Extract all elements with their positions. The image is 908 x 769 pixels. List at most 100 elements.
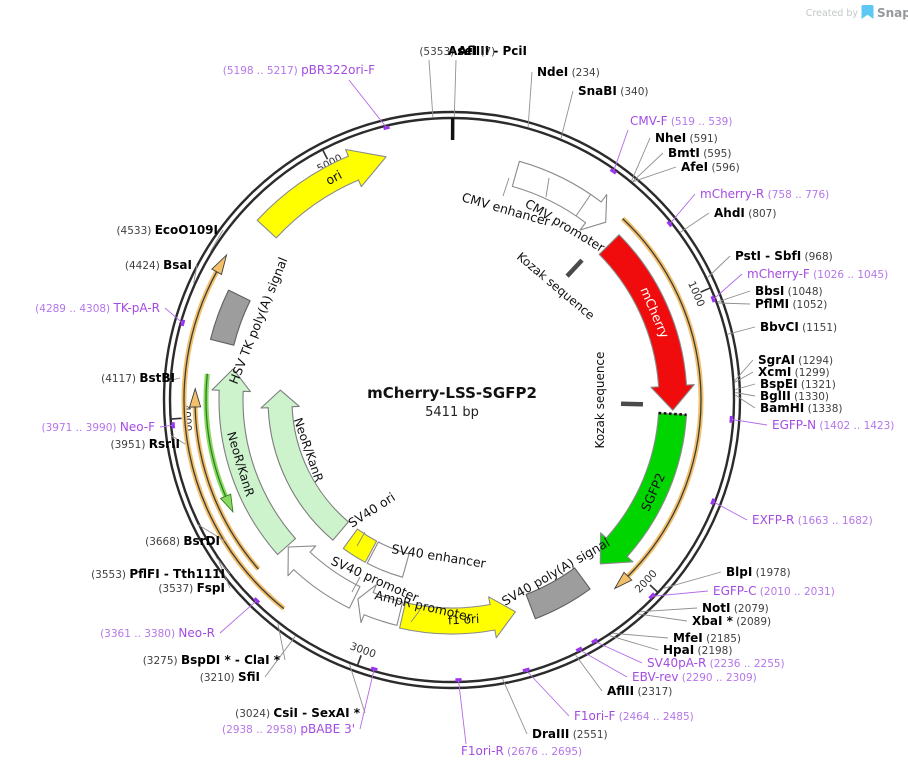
primer-label[interactable]: (3361 .. 3380) Neo-R [100,626,215,640]
enzyme-label[interactable]: NdeI (234) [537,65,600,79]
primer-label-leader [458,680,467,745]
watermark-brand: SnapGene [877,6,908,20]
primer-label[interactable]: F1ori-F (2464 .. 2485) [574,709,694,723]
feature-SV40-enhancer[interactable] [366,541,410,578]
enzyme-label[interactable]: DraIII (2551) [532,727,608,741]
feature-SV40-promoter[interactable] [287,545,361,609]
enzyme-label[interactable]: (4117) BstBI [101,371,175,385]
feature-SGFP2[interactable] [599,412,688,565]
primer-mark[interactable] [710,295,716,303]
feature-NeoR-KanR[interactable] [211,368,297,556]
feature-label[interactable]: SV40 ori [345,489,397,530]
enzyme-label[interactable]: SnaBI (340) [578,84,648,98]
primer-label[interactable]: EGFP-C (2010 .. 2031) [713,584,835,598]
feature-label[interactable]: Kozak sequence [514,250,597,323]
enzyme-label[interactable]: AhdI (807) [714,206,776,220]
primer-mark[interactable] [591,637,599,645]
primer-mark[interactable] [609,167,618,175]
primer-mark[interactable] [383,125,390,131]
enzyme-label[interactable]: MfeI (2185) [673,631,741,645]
primer-mark[interactable] [648,592,656,600]
primer-label[interactable]: F1ori-R (2676 .. 2695) [461,744,582,758]
feature-NeoR-KanR-inner[interactable] [260,389,349,541]
primer-mark[interactable] [171,422,176,429]
feature-label-leader [502,177,510,197]
enzyme-label-leader [707,255,731,278]
primer-label-leader [713,501,748,521]
enzyme-label[interactable]: (3275) BspDI * - ClaI * [143,653,281,667]
enzyme-label[interactable]: (3024) CsiI - SexAI * [235,706,361,720]
enzyme-label[interactable]: (3668) BsrDI [145,534,220,548]
primer-label[interactable]: SV40pA-R (2236 .. 2255) [647,656,785,670]
enzyme-label[interactable]: AfeI (596) [681,160,740,174]
primer-label[interactable]: EGFP-N (1402 .. 1423) [772,418,894,432]
feature-HSV-TK-polyA-signal[interactable] [209,289,251,346]
enzyme-label[interactable]: NotI (2079) [702,601,769,615]
feature-label[interactable]: Kozak sequence [593,352,607,449]
enzyme-label[interactable]: AflII (2317) [607,684,672,698]
feature-SV40-ori[interactable] [342,528,378,563]
primer-mark[interactable] [180,319,186,327]
enzyme-label[interactable]: BlpI (1978) [726,565,791,579]
feature-mCherry[interactable] [598,234,695,411]
feature-kozak-sequence-1 [565,258,584,278]
enzyme-label[interactable]: (3537) FspI [158,581,225,595]
enzyme-label[interactable]: PstI - SbfI (968) [735,249,833,263]
enzyme-label[interactable]: PflMI (1052) [755,297,827,311]
watermark: Created by SnapGene [806,5,908,20]
primer-label[interactable]: (4289 .. 4308) TK-pA-R [35,301,160,315]
primer-label[interactable]: mCherry-F (1026 .. 1045) [747,267,888,281]
feature-SV40-polyA-signal[interactable] [525,567,591,620]
primer-label-leader [713,273,743,300]
primer-mark[interactable] [522,667,530,673]
enzyme-label[interactable]: (3553) PflFI - Tth111I [91,567,225,581]
primer-label[interactable]: EBV-rev (2290 .. 2309) [632,670,757,684]
feature-label[interactable]: ori [323,167,344,188]
feature-cmv-enhancer-promoter[interactable] [511,160,608,231]
primer-label-leader [669,193,696,224]
enzyme-label[interactable]: AseI (7) [448,44,495,58]
feature-fusion-edge [658,411,687,417]
enzyme-label[interactable]: XbaI * (2089) [692,614,771,628]
primer-mark[interactable] [666,220,673,228]
enzyme-label-leader [735,392,756,397]
primer-label-leader [359,669,375,730]
primer-label[interactable]: (2938 .. 2958) pBABE 3' [222,722,355,736]
primer-mark[interactable] [575,646,583,653]
feature-AmpR-promoter[interactable] [357,584,404,626]
primer-label[interactable]: mCherry-R (758 .. 776) [700,187,829,201]
primer-label[interactable]: (5198 .. 5217) pBR322ori-F [223,63,375,77]
enzyme-label[interactable]: (5353) AflIII - PciI [419,44,527,58]
enzyme-label[interactable]: XcmI (1299) [758,365,830,379]
enzyme-label[interactable]: BbvCI (1151) [760,320,837,334]
enzyme-label-leader [196,523,226,542]
enzyme-label[interactable]: BamHI (1338) [760,401,843,415]
primer-label[interactable]: (3971 .. 3990) Neo-F [42,420,156,434]
feature-label[interactable]: f1 ori [448,612,480,628]
enzyme-label[interactable]: NheI (591) [655,131,718,145]
enzyme-label[interactable]: HpaI (2198) [663,643,732,657]
enzyme-label[interactable]: (3951) RsrII [111,437,181,451]
primer-label[interactable]: CMV-F (519 .. 539) [630,114,732,128]
plasmid-backbone-ring [162,110,742,690]
enzyme-label[interactable]: BspEI (1321) [760,377,836,391]
feature-ori[interactable] [256,148,387,239]
primer-label[interactable]: EXFP-R (1663 .. 1682) [752,513,873,527]
enzyme-label[interactable]: BglII (1330) [760,389,829,403]
primer-mark[interactable] [370,666,378,672]
enzyme-label[interactable]: BbsI (1048) [755,284,823,298]
feature-f1-ori[interactable] [399,596,516,639]
orf-arrowhead [188,387,202,408]
primer-mark[interactable] [253,597,261,604]
primer-mark[interactable] [710,498,716,506]
enzyme-label[interactable]: BmtI (595) [668,146,731,160]
enzyme-label-leader [609,635,659,651]
enzyme-label[interactable]: SgrAI (1294) [758,353,833,367]
enzyme-label[interactable]: (4424) BsaI [125,258,192,272]
scale-tick [700,286,712,293]
watermark-prefix: Created by [806,8,859,19]
enzyme-label[interactable]: (4533) EcoO109I [116,223,218,237]
enzyme-label[interactable]: (3210) SfiI [200,670,260,684]
enzyme-label-leader [680,212,710,233]
